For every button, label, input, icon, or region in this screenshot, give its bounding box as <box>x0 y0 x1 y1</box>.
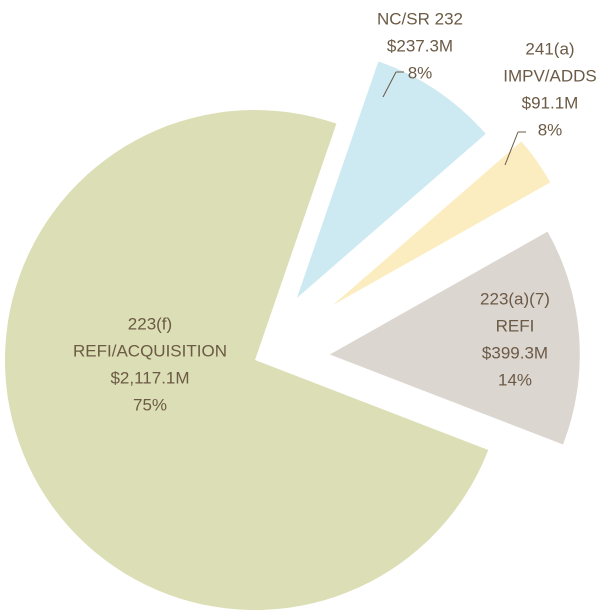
leader-line <box>504 131 519 166</box>
slice-label: 241(a) <box>525 39 574 58</box>
value-label: $237.3M <box>387 36 453 55</box>
percent-label: 75% <box>133 395 167 414</box>
pie-slice <box>296 61 486 298</box>
slice-label: 223(f) <box>128 314 172 333</box>
percent-label: 14% <box>498 370 532 389</box>
pie-slice <box>332 141 551 306</box>
value-label: $2,117.1M <box>110 368 189 387</box>
slice-label: REFI <box>496 316 535 335</box>
slice-label: REFI/ACQUISITION <box>73 341 227 360</box>
value-label: $91.1M <box>522 93 579 112</box>
percent-label: 8% <box>408 63 433 82</box>
slice-label: NC/SR 232 <box>377 9 463 28</box>
slice-label: 223(a)(7) <box>480 289 550 308</box>
leader-line <box>382 71 397 98</box>
pie-slice <box>5 110 489 611</box>
value-label: $399.3M <box>482 343 548 362</box>
percent-label: 8% <box>538 120 563 139</box>
slice-label: IMPV/ADDS <box>503 66 597 85</box>
pie-slice <box>329 231 580 445</box>
